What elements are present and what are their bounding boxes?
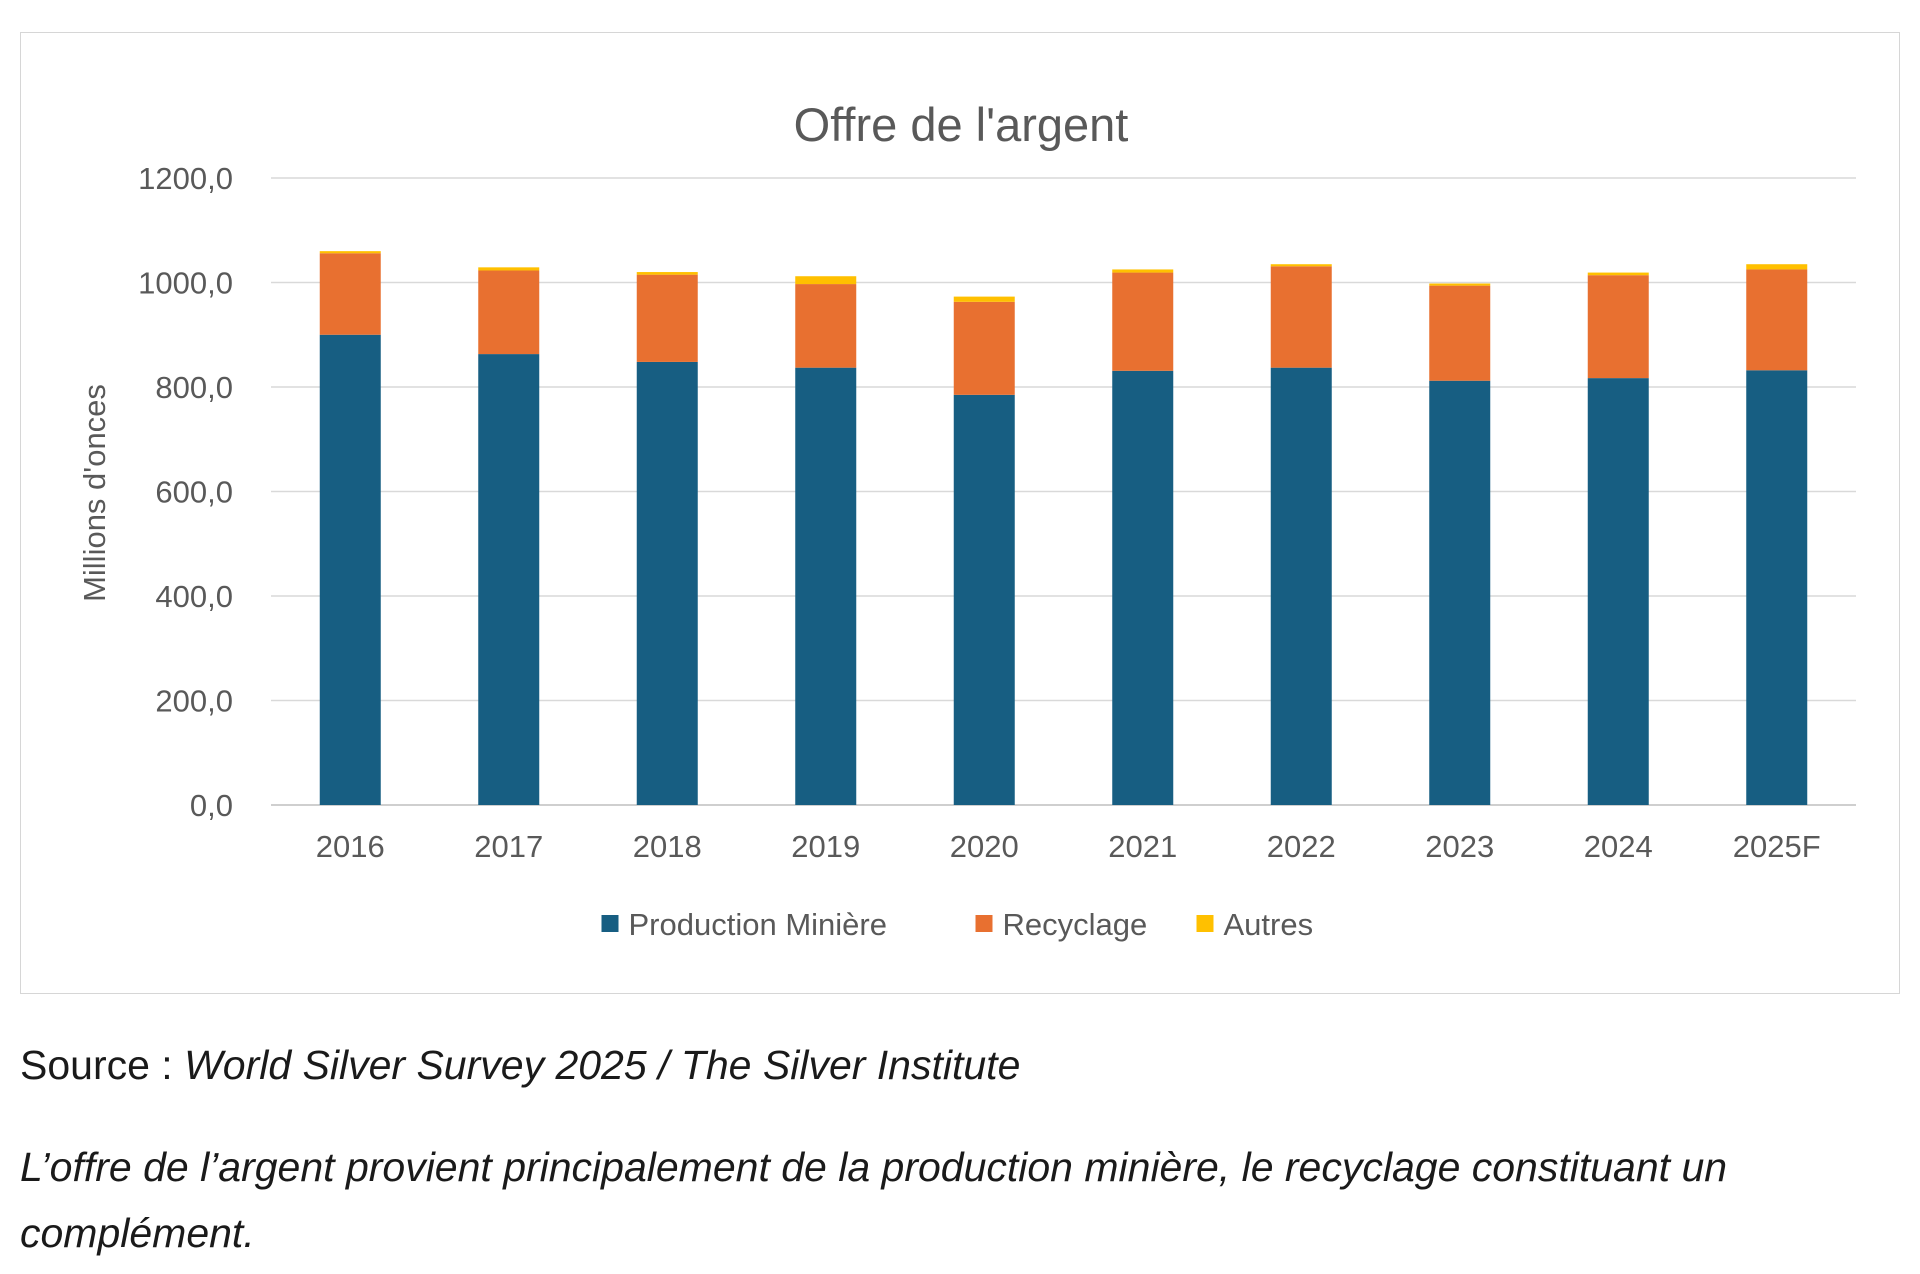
bar-recyclage-2023: [1429, 285, 1491, 381]
bar-autres-2023: [1429, 283, 1491, 286]
legend-label-autres: Autres: [1224, 907, 1314, 942]
y-axis-title: Millions d'onces: [77, 384, 112, 602]
legend-swatch-production-miniere: [601, 915, 619, 932]
bars: [319, 251, 1808, 805]
bar-production-miniere-2021: [1112, 370, 1174, 805]
bar-autres-2020: [953, 296, 1015, 302]
x-tick-label: 2019: [791, 829, 860, 864]
y-axis-ticks: 0,0 200,0 400,0 600,0 800,0 1000,0 1200,0: [138, 161, 233, 823]
x-tick-label: 2025F: [1733, 829, 1821, 864]
y-tick-label: 1200,0: [138, 161, 233, 196]
bar-production-miniere-2019: [795, 367, 857, 805]
bar-production-miniere-2017: [478, 354, 540, 805]
bar-autres-2016: [319, 251, 381, 254]
chart-frame: Offre de l'argent Millions d'onces 0,0 20…: [20, 32, 1900, 994]
bar-production-miniere-2016: [319, 334, 381, 805]
bar-autres-2022: [1270, 264, 1332, 267]
y-tick-label: 600,0: [155, 475, 233, 510]
x-axis-ticks: 2016 2017 2018 2019 2020 2021 2022 2023 2024 2025…: [316, 829, 1821, 864]
y-tick-label: 800,0: [155, 370, 233, 405]
legend-label-recyclage: Recyclage: [1003, 907, 1148, 942]
chart-title: Offre de l'argent: [794, 98, 1129, 151]
bar-production-miniere-2025f: [1746, 370, 1808, 805]
bar-recyclage-2020: [953, 301, 1015, 395]
legend-swatch-recyclage: [975, 915, 993, 932]
y-tick-label: 400,0: [155, 579, 233, 614]
bar-recyclage-2018: [636, 274, 698, 362]
y-tick-label: 200,0: [155, 684, 233, 719]
source-title: World Silver Survey 2025 / The Silver In…: [184, 1042, 1021, 1088]
x-tick-label: 2022: [1267, 829, 1336, 864]
bar-autres-2024: [1587, 272, 1649, 276]
source-line: Source : World Silver Survey 2025 / The …: [20, 1032, 1020, 1098]
y-tick-label: 1000,0: [138, 266, 233, 301]
bar-autres-2021: [1112, 269, 1174, 273]
bar-autres-2017: [478, 267, 540, 271]
bar-recyclage-2019: [795, 284, 857, 368]
bar-production-miniere-2023: [1429, 380, 1491, 805]
bar-recyclage-2025f: [1746, 269, 1808, 371]
source-prefix: Source :: [20, 1042, 185, 1088]
x-tick-label: 2017: [474, 829, 543, 864]
stacked-bar-chart: Offre de l'argent Millions d'onces 0,0 20…: [77, 98, 1856, 942]
bar-production-miniere-2024: [1587, 378, 1649, 805]
chart-description: L’offre de l’argent provient principalem…: [20, 1144, 1728, 1256]
legend-swatch-autres: [1196, 915, 1214, 932]
bar-recyclage-2016: [319, 253, 381, 335]
bar-autres-2025f: [1746, 264, 1808, 270]
bar-recyclage-2022: [1270, 266, 1332, 368]
x-tick-label: 2023: [1425, 829, 1494, 864]
y-tick-label: 0,0: [190, 788, 233, 823]
bar-recyclage-2024: [1587, 275, 1649, 379]
x-tick-label: 2020: [950, 829, 1019, 864]
bar-production-miniere-2022: [1270, 367, 1332, 805]
bar-autres-2019: [795, 276, 857, 285]
bar-production-miniere-2018: [636, 361, 698, 805]
bar-recyclage-2021: [1112, 272, 1174, 371]
x-tick-label: 2018: [633, 829, 702, 864]
legend-label-production-miniere: Production Minière: [629, 907, 887, 942]
x-tick-label: 2016: [316, 829, 385, 864]
x-tick-label: 2024: [1584, 829, 1653, 864]
bar-autres-2018: [636, 272, 698, 275]
x-tick-label: 2021: [1108, 829, 1177, 864]
legend: Production Minière Recyclage Autres: [601, 907, 1314, 942]
bar-production-miniere-2020: [953, 394, 1015, 805]
bar-recyclage-2017: [478, 270, 540, 355]
